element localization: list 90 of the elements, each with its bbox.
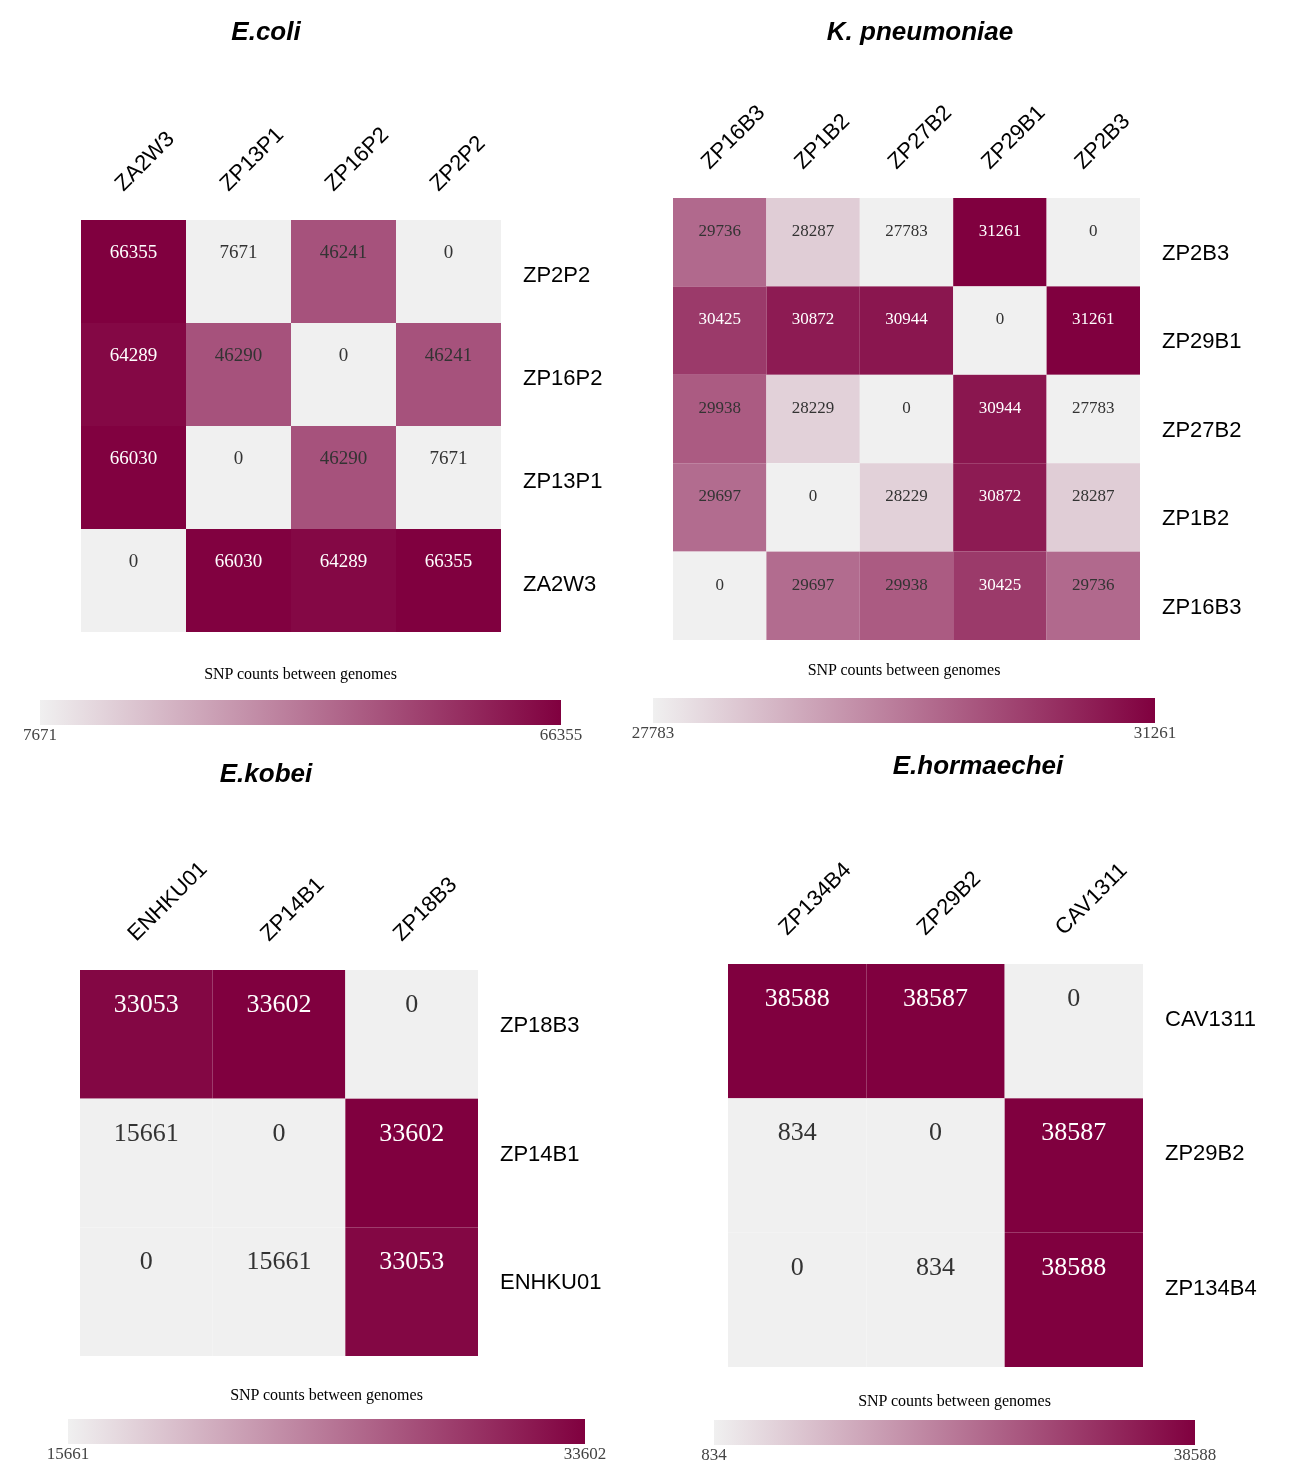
data-label: 7671 bbox=[429, 447, 468, 468]
data-label: 0 bbox=[902, 397, 911, 417]
data-label: 29736 bbox=[698, 221, 741, 240]
data-label: 0 bbox=[1089, 221, 1098, 240]
y-tick-label: ZP1B2 bbox=[1162, 505, 1230, 531]
data-label: 15661 bbox=[113, 1117, 179, 1147]
data-label: 33053 bbox=[113, 989, 179, 1018]
data-label: 33602 bbox=[246, 989, 312, 1018]
data-label: 46241 bbox=[424, 344, 473, 365]
color-bar-label: 31261 bbox=[1133, 723, 1177, 742]
data-label: 33602 bbox=[379, 1117, 445, 1147]
data-label: 64289 bbox=[319, 550, 368, 571]
y-tick-label: ZP16P2 bbox=[523, 365, 603, 390]
color-bar-label: 27783 bbox=[631, 723, 675, 742]
data-label: 0 bbox=[272, 1117, 286, 1147]
color-bar-title: SNP counts between genomes bbox=[230, 1386, 423, 1404]
data-label: 66355 bbox=[424, 550, 473, 571]
data-label: 0 bbox=[405, 989, 419, 1018]
data-label: 0 bbox=[443, 241, 454, 262]
data-label: 38588 bbox=[764, 983, 830, 1012]
data-label: 0 bbox=[808, 486, 818, 506]
data-label: 29938 bbox=[698, 397, 741, 417]
y-tick-label: ZP16B3 bbox=[1162, 593, 1242, 619]
data-label: 28229 bbox=[885, 486, 928, 506]
data-label: 30425 bbox=[698, 309, 741, 329]
data-label: 30944 bbox=[978, 397, 1022, 417]
data-label: 7671 bbox=[219, 241, 258, 262]
y-tick-label: CAV1311 bbox=[1165, 1006, 1256, 1031]
data-label: 0 bbox=[233, 447, 244, 468]
data-label: 46290 bbox=[214, 344, 263, 365]
y-tick-label: ZP134B4 bbox=[1165, 1274, 1257, 1300]
color-bar-label: 15661 bbox=[46, 1444, 90, 1463]
data-label: 27783 bbox=[885, 221, 928, 240]
data-label: 28287 bbox=[791, 221, 835, 240]
y-tick-label: ZP2P2 bbox=[523, 262, 591, 287]
data-label: 15661 bbox=[246, 1246, 312, 1276]
data-label: 0 bbox=[790, 1251, 804, 1281]
data-label: 0 bbox=[139, 1246, 153, 1276]
data-label: 38588 bbox=[1041, 1251, 1107, 1281]
data-label: 27783 bbox=[1072, 397, 1115, 417]
data-label: 0 bbox=[929, 1117, 942, 1147]
data-label: 834 bbox=[916, 1251, 955, 1281]
data-label: 0 bbox=[995, 309, 1005, 329]
color-bar-title: SNP counts between genomes bbox=[807, 661, 1001, 679]
data-label: 30944 bbox=[885, 309, 929, 329]
chart-title: E.hormaechei bbox=[892, 750, 1065, 780]
data-label: 66030 bbox=[214, 550, 263, 571]
data-label: 29697 bbox=[791, 574, 835, 594]
chart-title: E.coli bbox=[231, 16, 302, 46]
data-label: 38587 bbox=[903, 983, 968, 1012]
chart-title: K. pneumoniae bbox=[826, 16, 1014, 46]
y-tick-label: ZP27B2 bbox=[1162, 416, 1242, 442]
data-label: 30425 bbox=[978, 574, 1022, 594]
data-label: 0 bbox=[1067, 983, 1081, 1012]
color-bar-label: 33602 bbox=[563, 1444, 607, 1463]
data-label: 0 bbox=[338, 344, 349, 365]
data-label: 29697 bbox=[698, 486, 742, 506]
y-tick-label: ZP2B3 bbox=[1162, 240, 1230, 265]
data-label: 46241 bbox=[319, 241, 368, 262]
data-label: 28229 bbox=[791, 397, 835, 417]
data-label: 0 bbox=[715, 574, 724, 594]
data-label: 46290 bbox=[319, 447, 368, 468]
color-bar-label: 38588 bbox=[1173, 1445, 1217, 1464]
y-tick-label: ZP29B1 bbox=[1162, 328, 1242, 354]
data-label: 38587 bbox=[1041, 1117, 1107, 1147]
y-tick-label: ZP14B1 bbox=[500, 1140, 580, 1166]
data-label: 29938 bbox=[885, 574, 928, 594]
data-label: 30872 bbox=[978, 486, 1022, 506]
data-label: 28287 bbox=[1072, 486, 1116, 506]
y-tick-label: ZP29B2 bbox=[1165, 1140, 1245, 1166]
data-label: 33053 bbox=[379, 1246, 445, 1276]
color-bar-title: SNP counts between genomes bbox=[858, 1392, 1051, 1410]
y-tick-label: ZP13P1 bbox=[523, 468, 603, 493]
data-label: 0 bbox=[128, 550, 139, 571]
color-bar-label: 834 bbox=[701, 1445, 728, 1464]
data-label: 834 bbox=[777, 1117, 817, 1147]
y-tick-label: ZA2W3 bbox=[523, 571, 597, 596]
color-bar-label: 7671 bbox=[23, 725, 57, 744]
data-label: 31261 bbox=[1072, 309, 1115, 329]
chart-title: E.kobei bbox=[219, 758, 314, 788]
data-label: 31261 bbox=[978, 221, 1022, 240]
data-label: 66030 bbox=[109, 447, 158, 468]
data-label: 30872 bbox=[791, 309, 835, 329]
data-label: 64289 bbox=[109, 344, 158, 365]
color-bar-title: SNP counts between genomes bbox=[204, 665, 397, 683]
y-tick-label: ZP18B3 bbox=[500, 1012, 580, 1037]
color-bar-label: 66355 bbox=[539, 725, 583, 744]
y-tick-label: ENHKU01 bbox=[500, 1269, 602, 1295]
data-label: 66355 bbox=[109, 241, 158, 262]
data-label: 29736 bbox=[1072, 574, 1115, 594]
